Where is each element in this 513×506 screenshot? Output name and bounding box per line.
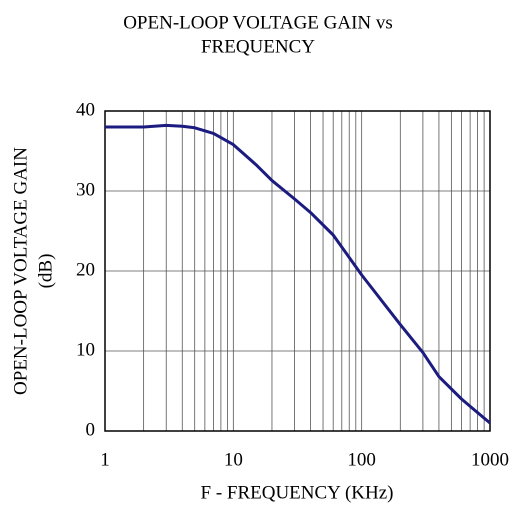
y-tick-label: 20 <box>76 259 95 280</box>
x-tick-label: 100 <box>347 449 376 470</box>
y-tick-label: 0 <box>86 419 96 440</box>
chart-title: OPEN-LOOP VOLTAGE GAIN vs <box>123 12 393 33</box>
x-tick-label: 1 <box>100 449 110 470</box>
x-axis-label: F - FREQUENCY (KHz) <box>201 482 394 503</box>
y-tick-label: 40 <box>76 99 95 120</box>
y-tick-label: 10 <box>76 339 95 360</box>
line-series <box>105 123 491 425</box>
chart-title: FREQUENCY <box>201 36 315 57</box>
y-axis-label: OPEN-LOOP VOLTAGE GAIN <box>10 147 31 395</box>
x-tick-label: 1000 <box>471 449 509 470</box>
y-tick-label: 30 <box>76 179 95 200</box>
y-axis-label: (dB) <box>35 254 56 289</box>
x-tick-label: 10 <box>224 449 243 470</box>
plot-frame <box>104 110 491 432</box>
